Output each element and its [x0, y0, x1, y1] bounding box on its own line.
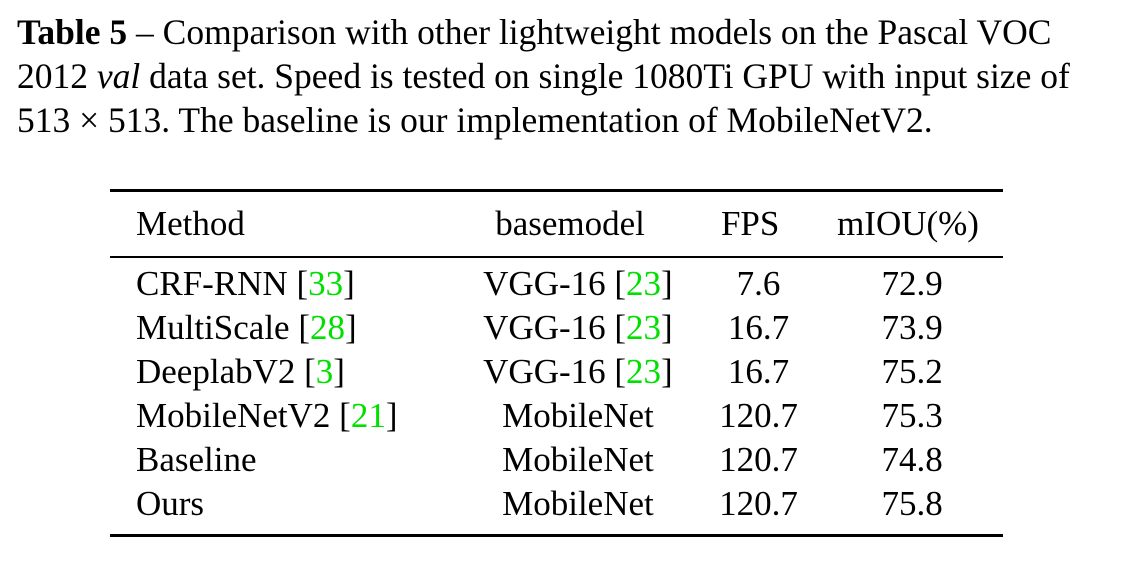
header-row: Method basemodel FPS mIOU(%)	[110, 192, 1003, 256]
cell-basemodel-text: VGG-16	[483, 263, 606, 303]
cell-basemodel-text: MobileNet	[502, 439, 654, 479]
table-caption: Table 5 – Comparison with other lightwei…	[17, 10, 1117, 142]
cell-miou-text: 72.9	[881, 263, 943, 303]
citation-link[interactable]: 23	[626, 351, 662, 391]
cell-miou-text: 73.9	[881, 307, 943, 347]
cell-method: DeeplabV2 [3]	[136, 351, 345, 391]
cell-fps-text: 120.7	[719, 395, 798, 435]
table-row: MobileNetV2 [21] MobileNet 120.7 75.3	[110, 394, 1003, 438]
cell-miou: 74.8	[821, 438, 1003, 482]
table-row: Ours MobileNet 120.7 75.8	[110, 482, 1003, 526]
cell-fps: 120.7	[696, 438, 822, 482]
cell-method: Ours	[110, 482, 460, 526]
cell-fps: 7.6	[696, 262, 822, 306]
cell-miou: 75.2	[821, 350, 1003, 394]
cell-fps-text: 16.7	[727, 307, 790, 347]
table-row: DeeplabV2 [3] VGG-16 [23] 16.7 75.2	[110, 350, 1003, 394]
cell-method-text: CRF-RNN	[136, 263, 288, 303]
bottom-rule	[110, 533, 1003, 537]
mid-rule	[110, 256, 1003, 258]
table-body: CRF-RNN [33] VGG-16 [23] 7.6 72.9 MultiScale…	[110, 258, 1003, 534]
cell-basemodel-text: MobileNet	[502, 483, 654, 523]
cell-miou: 72.9	[821, 262, 1003, 306]
cell-method: MobileNetV2 [21]	[136, 395, 398, 435]
cell-basemodel: VGG-16 [23]	[483, 263, 673, 303]
cell-basemodel: VGG-16 [23]	[483, 307, 673, 347]
caption-text-1: – Comparison with other lightweight mode…	[127, 12, 1052, 52]
cell-method-text: Ours	[136, 483, 205, 523]
citation-link[interactable]: 23	[626, 307, 662, 347]
cell-basemodel: MobileNet	[460, 394, 696, 438]
cell-miou-text: 75.2	[881, 351, 943, 391]
cell-method-text: Baseline	[136, 439, 257, 479]
cell-miou: 73.9	[821, 306, 1003, 350]
caption-line-1: Table 5 – Comparison with other lightwei…	[17, 10, 1117, 54]
caption-line-2: 2012 val data set. Speed is tested on si…	[17, 54, 1117, 98]
cell-basemodel-text: MobileNet	[502, 395, 654, 435]
header-basemodel: basemodel	[495, 204, 645, 243]
table-row: MultiScale [28] VGG-16 [23] 16.7 73.9	[110, 306, 1003, 350]
cell-method: MultiScale [28]	[136, 307, 357, 347]
cell-basemodel: MobileNet	[460, 438, 696, 482]
cell-basemodel: MobileNet	[460, 482, 696, 526]
header-fps: FPS	[720, 204, 780, 243]
cell-method-text: MultiScale	[136, 307, 290, 347]
comparison-table: Method basemodel FPS mIOU(%) CRF-RNN [33…	[110, 189, 1003, 537]
cell-method: Baseline	[110, 438, 460, 482]
cell-fps-text: 7.6	[736, 263, 781, 303]
header-method: Method	[136, 204, 245, 243]
cell-miou: 75.3	[821, 394, 1003, 438]
cell-method: CRF-RNN [33]	[136, 263, 355, 303]
citation-link[interactable]: 33	[308, 263, 344, 303]
cell-fps-text: 16.7	[727, 351, 790, 391]
caption-line-3: 513 × 513. The baseline is our implement…	[17, 100, 933, 140]
cell-fps: 120.7	[696, 482, 822, 526]
caption-text-2a: 2012	[17, 56, 97, 96]
results-body: CRF-RNN [33] VGG-16 [23] 7.6 72.9 MultiScale…	[110, 258, 1003, 534]
citation-link[interactable]: 28	[310, 307, 345, 347]
cell-fps: 120.7	[696, 394, 822, 438]
table-row: Baseline MobileNet 120.7 74.8	[110, 438, 1003, 482]
caption-text-2b: data set. Speed is tested on single 1080…	[140, 56, 1070, 96]
cell-miou-text: 75.8	[881, 483, 943, 523]
cell-fps-text: 120.7	[719, 439, 798, 479]
spacer-row	[110, 526, 1003, 534]
caption-label: Table 5	[17, 12, 128, 52]
cell-fps-text: 120.7	[719, 483, 798, 523]
citation-link[interactable]: 3	[315, 351, 334, 391]
cell-miou-text: 74.8	[881, 439, 943, 479]
cell-basemodel: VGG-16 [23]	[483, 351, 673, 391]
header-miou: mIOU(%)	[837, 204, 979, 243]
cell-basemodel-text: VGG-16	[483, 351, 606, 391]
table-row: CRF-RNN [33] VGG-16 [23] 7.6 72.9	[110, 262, 1003, 306]
caption-italic-val: val	[96, 56, 141, 96]
citation-link[interactable]: 21	[350, 395, 386, 435]
cell-basemodel-text: VGG-16	[483, 307, 606, 347]
cell-method-text: MobileNetV2	[136, 395, 331, 435]
citation-link[interactable]: 23	[626, 263, 662, 303]
cell-miou: 75.8	[821, 482, 1003, 526]
top-rule	[110, 189, 1003, 192]
results-table: Method basemodel FPS mIOU(%)	[110, 192, 1003, 256]
cell-miou-text: 75.3	[881, 395, 943, 435]
cell-fps: 16.7	[696, 306, 822, 350]
cell-method-text: DeeplabV2	[136, 351, 296, 391]
cell-fps: 16.7	[696, 350, 822, 394]
